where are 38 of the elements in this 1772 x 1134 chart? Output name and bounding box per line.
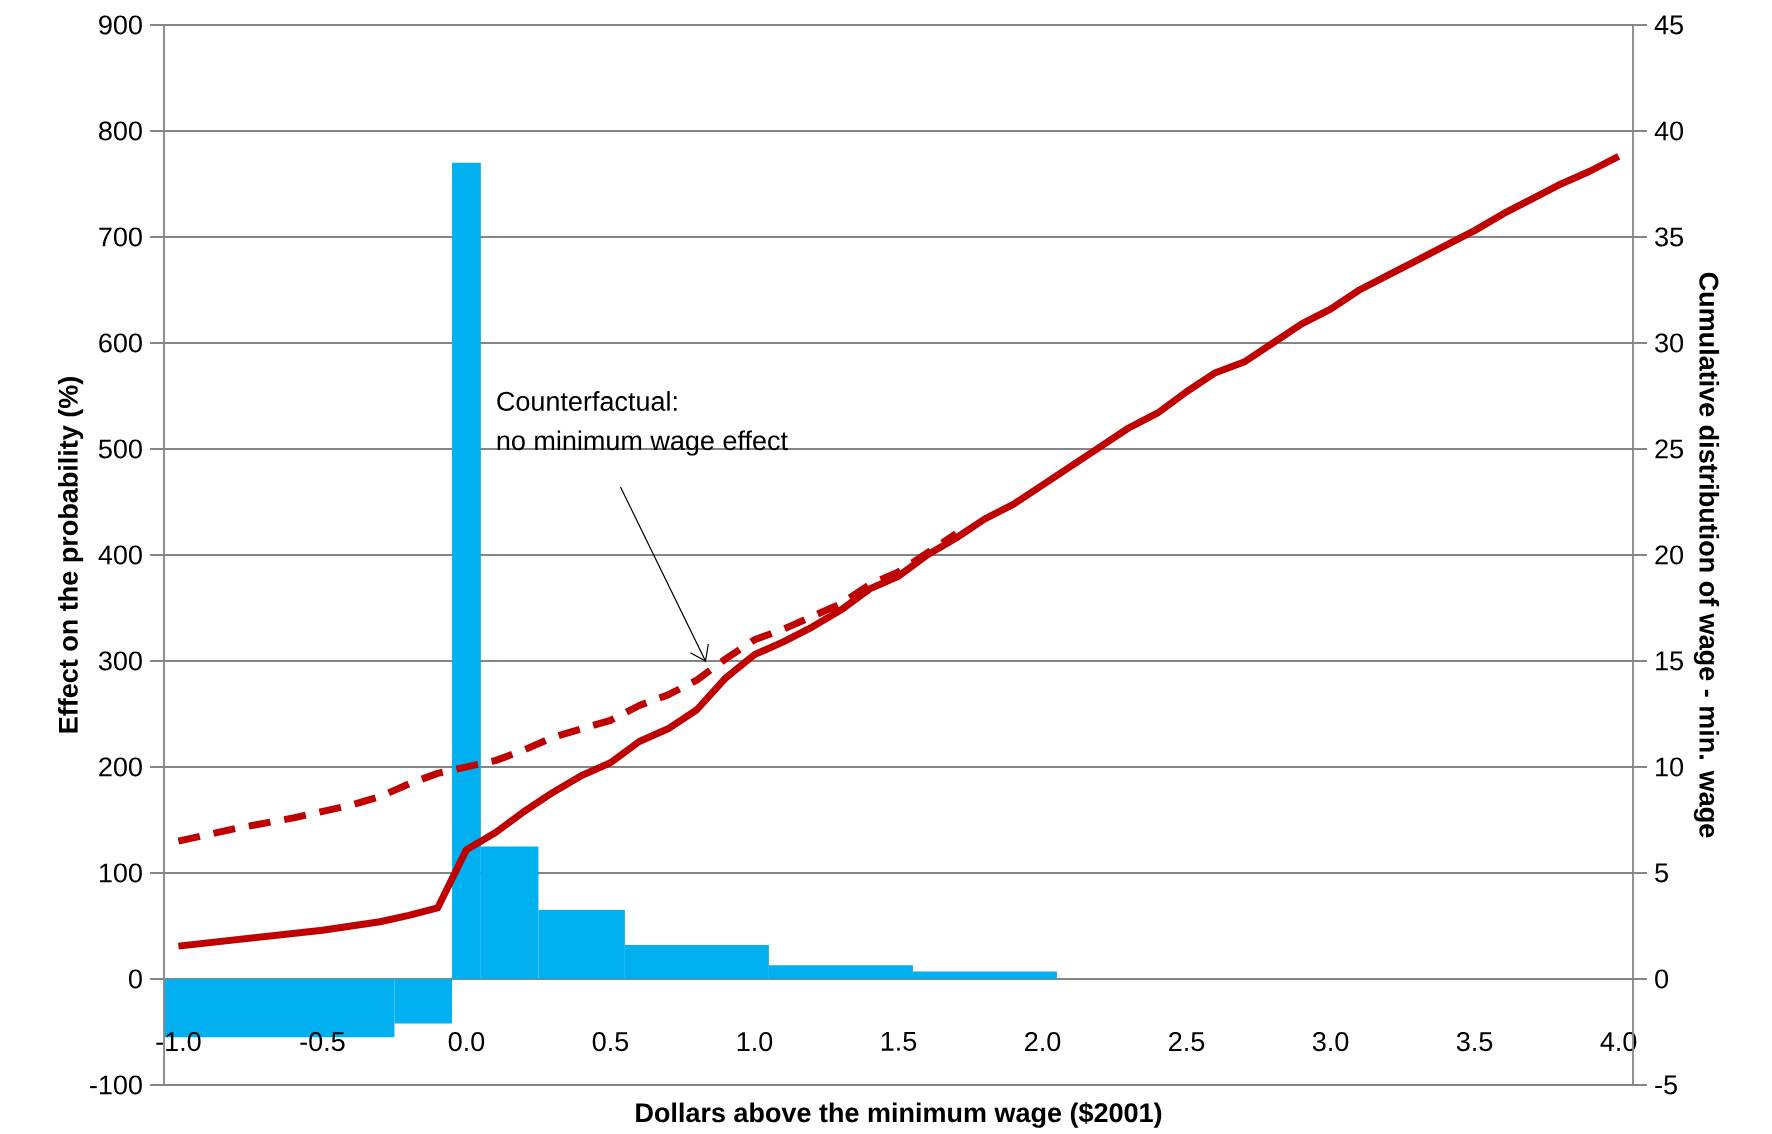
x-tick-label: 4.0 <box>1600 1032 1637 1052</box>
y2-axis-title: Cumulative distribution of wage - min. wage <box>1693 272 1720 838</box>
y-tick-label: 300 <box>98 651 142 671</box>
y2-tick-label: 10 <box>1656 757 1684 777</box>
x-tick-label: 2.0 <box>1025 1032 1061 1052</box>
y-tick-label: 200 <box>99 757 142 777</box>
y2-tick-label: 30 <box>1655 333 1684 353</box>
annotation: Counterfactual: <box>497 391 677 411</box>
y-tick-label: 900 <box>99 15 142 35</box>
y-tick-label: 800 <box>99 121 142 141</box>
y2-tick-label: 40 <box>1654 121 1684 141</box>
y-tick-label: -100 <box>90 1075 142 1095</box>
x-tick-label: 0.0 <box>448 1032 485 1052</box>
y-tick-label: 600 <box>99 333 142 353</box>
annotation: no minimum wage effect <box>497 430 788 456</box>
y2-tick-label: 20 <box>1655 545 1684 565</box>
y2-tick-label: 15 <box>1656 651 1683 671</box>
x-tick-label: 1.5 <box>881 1032 917 1051</box>
x-tick-label: 0.5 <box>592 1032 629 1052</box>
y2-tick-label: -5 <box>1655 1075 1677 1095</box>
x-axis-title: Dollars above the minimum wage ($2001) <box>636 1102 1162 1128</box>
y-axis-title: Effect on the probability (%) <box>58 377 84 733</box>
y-tick-label: 0 <box>128 969 142 989</box>
x-tick-label: -1.0 <box>156 1032 201 1052</box>
y-tick-label: 700 <box>99 227 142 247</box>
x-tick-label: 1.0 <box>737 1032 773 1052</box>
y-tick-label: 400 <box>98 545 142 565</box>
x-tick-label: 3.5 <box>1456 1032 1493 1052</box>
y2-tick-label: 35 <box>1655 227 1683 247</box>
x-tick-label: 3.0 <box>1312 1032 1349 1052</box>
x-tick-label: -0.5 <box>300 1032 345 1052</box>
y-tick-label: 100 <box>99 863 142 883</box>
x-tick-label: 2.5 <box>1169 1032 1205 1052</box>
y2-tick-label: 45 <box>1654 15 1683 35</box>
y-tick-label: 500 <box>98 439 142 459</box>
y2-tick-label: 5 <box>1655 863 1668 883</box>
y2-tick-label: 0 <box>1655 969 1669 989</box>
y2-tick-label: 25 <box>1655 439 1683 459</box>
